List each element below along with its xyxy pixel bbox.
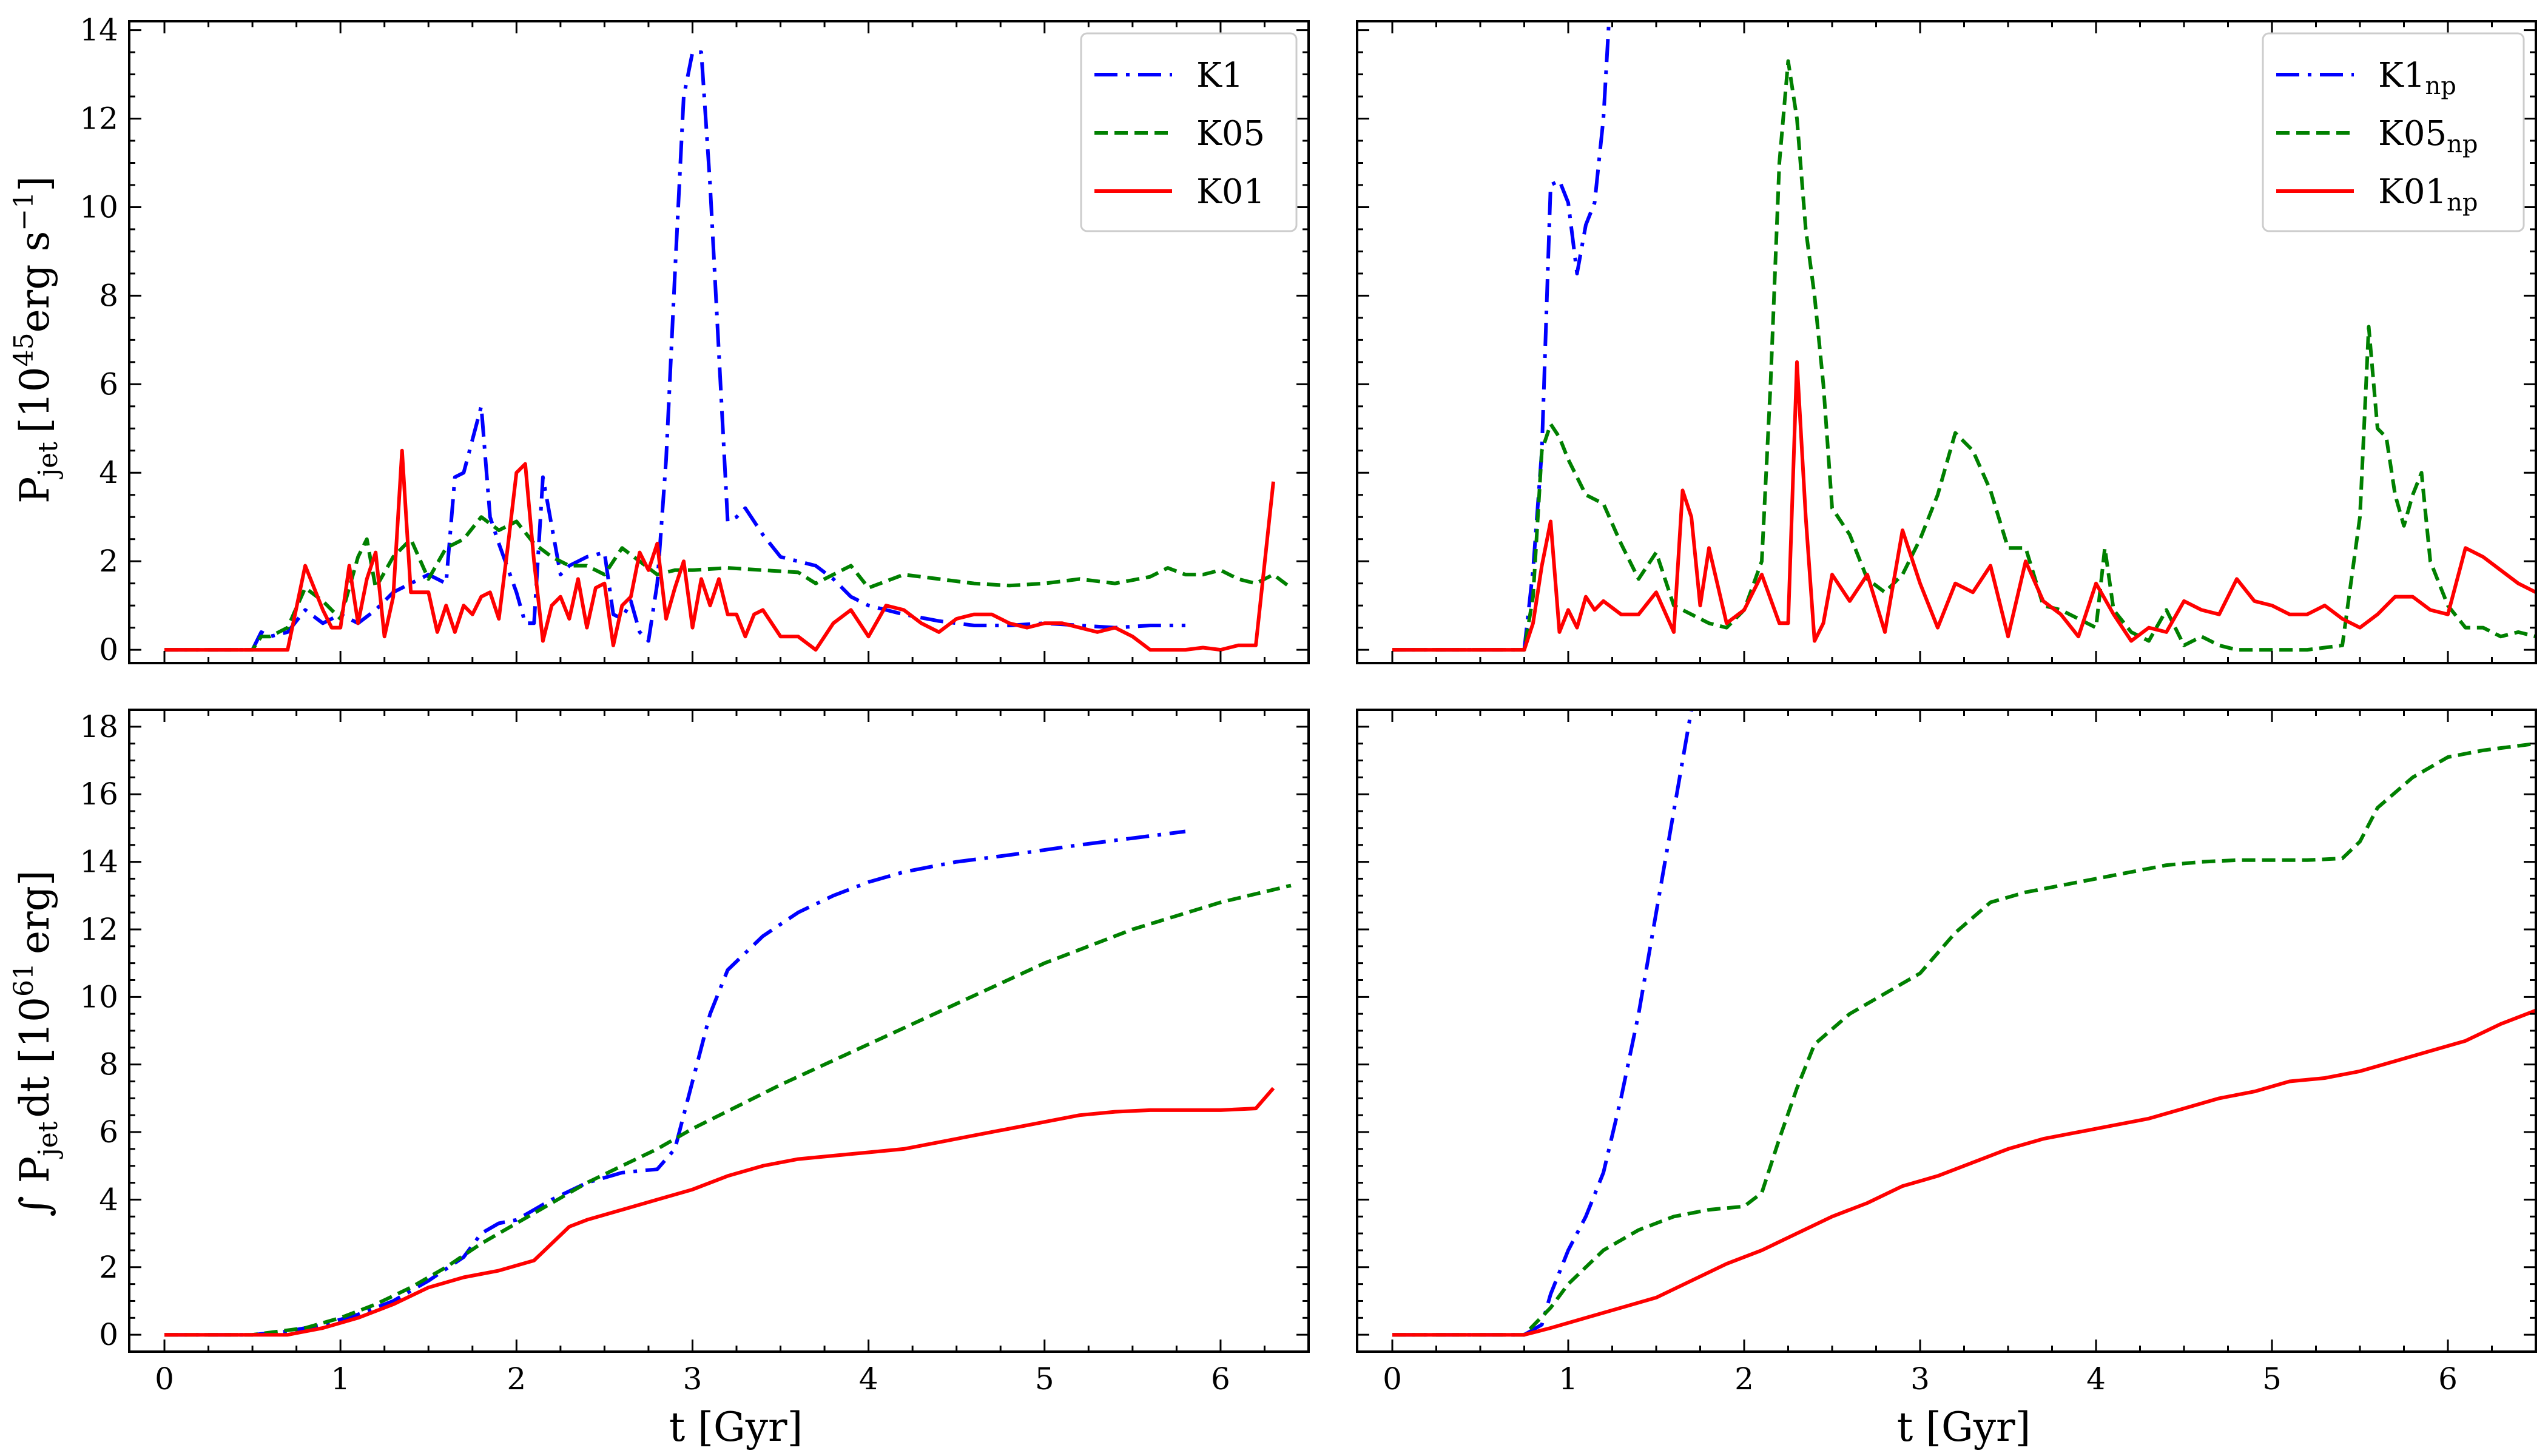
legend-label-k1: K1 [1196,56,1243,95]
panel-top-right: K1np K05np K01np [1356,20,2537,664]
y-tick-label: 0 [99,1317,118,1352]
x-tick-label: 2 [1734,1361,1754,1397]
x-tick-label: 5 [1035,1361,1054,1397]
series-line-k01 [164,1087,1275,1337]
y-tick-label: 6 [99,1114,118,1150]
x-tick-label: 2 [507,1361,526,1397]
y-tick-label: 18 [79,709,118,744]
series-line-k05 [1392,741,2536,1337]
panel-bottom-right: 0 1 2 3 4 5 6 [1356,709,2537,1397]
series-line-k01 [1392,1008,2536,1337]
legend: K1np K05np K01np [2262,32,2525,232]
ylabel-sub: jet [33,1121,64,1159]
legend-box [2262,32,2525,232]
y-tick-label: 12 [79,912,118,947]
legend-label-k05: K05 [1196,114,1265,153]
ylabel-main: ∫ P [12,1156,58,1217]
series-group [164,50,1292,652]
series-line-k01 [1392,360,2536,652]
x-tick-label: 3 [1910,1361,1930,1397]
y-tick-label: 14 [79,13,118,48]
y-tick-label: 2 [99,1250,118,1285]
x-tick-label: 3 [683,1361,703,1397]
y-axis-label-top: Pjet [1045erg s−1] [8,176,64,504]
legend-label-k01: K01 [1196,172,1265,212]
x-tick-label: 4 [859,1361,878,1397]
legend-label-k1: K1np [2378,56,2456,100]
y-tick-label: 10 [79,189,118,224]
legend: K1 K05 K01 [1080,32,1298,232]
y-tick-label: 8 [99,278,118,313]
ylabel-post: erg s [12,231,58,333]
series-line-k1 [1392,21,1611,652]
legend-label-k01: K01np [2378,172,2478,217]
x-axis-label-left: t [Gyr] [669,1404,803,1451]
x-tick-label: 1 [331,1361,350,1397]
y-tick-label: 0 [99,632,118,667]
x-tick-label: 1 [1559,1361,1578,1397]
series-group [1392,21,2536,652]
series-line-k05 [164,883,1292,1337]
y-tick-label: 12 [79,101,118,136]
series-line-k01 [164,448,1275,652]
series-group [1392,710,2536,1337]
x-tick-label: 6 [2438,1361,2458,1397]
series-line-k1 [164,50,1185,652]
y-tick-label: 8 [99,1047,118,1082]
legend-box [1080,32,1298,232]
ylabel-post: erg] [12,870,58,954]
y-tick-label: 6 [99,366,118,402]
y-tick-label: 14 [79,844,118,880]
x-tick-label: 4 [2086,1361,2106,1397]
axes-frame [1356,20,2537,664]
ylabel-end: ] [12,176,58,192]
x-tick-label: 5 [2262,1361,2282,1397]
legend-label-k05: K05np [2378,114,2478,158]
x-axis-label-right: t [Gyr] [1897,1404,2031,1451]
ylabel-pre: [10 [12,366,58,433]
x-tick-label: 0 [155,1361,174,1397]
series-group [164,829,1292,1337]
ylabel-main: P [12,477,58,504]
y-tick-label: 10 [79,979,118,1014]
series-line-k05 [164,515,1292,652]
y-tick-label: 4 [99,1182,118,1217]
x-tick-label: 6 [1211,1361,1230,1397]
y-tick-label: 16 [79,777,118,812]
series-line-k1 [164,829,1186,1337]
y-axis-label-bottom: ∫ Pjet dt [1061 erg] [8,870,64,1216]
y-tick-label: 4 [99,455,118,490]
ylabel-sup2: −1 [8,192,39,231]
axes-frame [128,20,1310,664]
panel-top-left: 0 2 4 6 8 10 12 14 K1 K05 K01 [79,13,1310,667]
ylabel-sub: jet [33,442,64,480]
ylabel-pre: dt [10 [12,997,58,1117]
series-line-k1 [1392,710,1693,1337]
y-tick-label: 2 [99,544,118,579]
series-line-k05 [1392,59,2536,652]
x-tick-label: 0 [1383,1361,1402,1397]
ylabel-sup: 61 [8,963,39,997]
ylabel-sup: 45 [8,332,39,366]
